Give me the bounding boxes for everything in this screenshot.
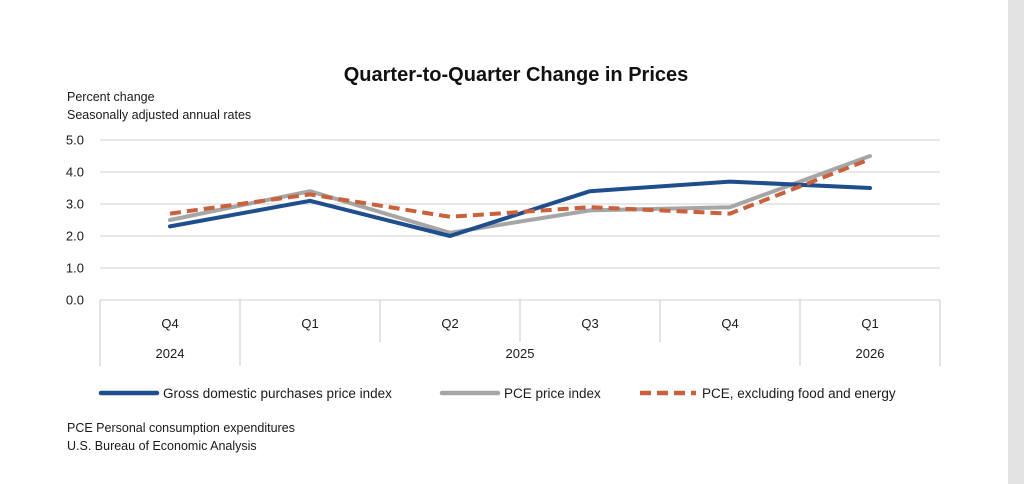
x-tick-label: Q2 [441,316,458,331]
year-label: 2025 [506,346,535,361]
note-source: U.S. Bureau of Economic Analysis [67,439,257,453]
series-line-pce-excluding-food-and-energy [169,157,871,219]
y-tick-label: 2.0 [66,229,84,244]
x-tick-label: Q1 [861,316,878,331]
x-tick-label: Q4 [161,316,178,331]
y-tick-label: 1.0 [66,261,84,276]
y-tick-label: 4.0 [66,165,84,180]
y-tick-label: 3.0 [66,197,84,212]
legend: Gross domestic purchases price index PCE … [98,386,896,401]
x-axis: Q4 Q1 Q2 Q3 Q4 Q1 2024 2025 2026 [99,300,941,366]
y-axis-ticks: 0.0 1.0 2.0 3.0 4.0 5.0 [66,133,84,308]
y-tick-label: 5.0 [66,133,84,148]
year-label: 2026 [856,346,885,361]
x-tick-label: Q1 [301,316,318,331]
series-line-gross-domestic-purchases-price-index [168,179,872,238]
y-tick-label: 0.0 [66,293,84,308]
note-pce-definition: PCE Personal consumption expenditures [67,421,295,435]
year-label: 2024 [156,346,185,361]
legend-label: PCE price index [504,386,601,401]
legend-label: Gross domestic purchases price index [163,386,392,401]
chart-title: Quarter-to-Quarter Change in Prices [344,64,689,86]
series-lines [168,154,872,238]
x-tick-label: Q3 [581,316,598,331]
subtitle-percent-change: Percent change [67,90,155,104]
x-tick-label: Q4 [721,316,738,331]
legend-label: PCE, excluding food and energy [702,386,896,401]
subtitle-seasonally-adjusted: Seasonally adjusted annual rates [67,108,251,122]
right-edge-strip [1008,0,1024,484]
series-line-pce-price-index [168,154,872,235]
